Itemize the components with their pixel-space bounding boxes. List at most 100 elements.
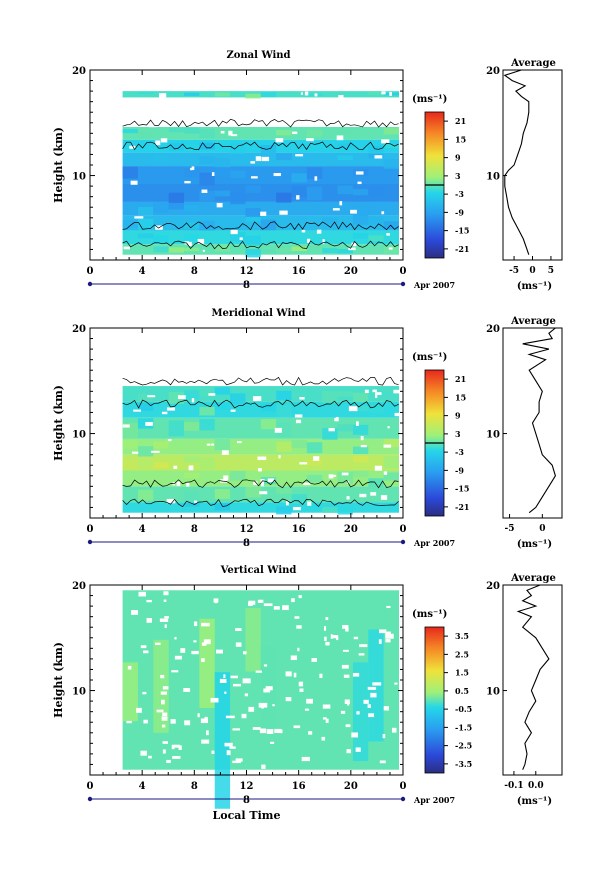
y-tick-label: 10 [72, 687, 86, 698]
data-gap [272, 704, 275, 707]
data-gap [330, 634, 333, 639]
data-gap [235, 758, 243, 762]
average-title: Average [510, 573, 556, 584]
heatmap-cell [306, 186, 323, 201]
x-tick-label: 0 [87, 524, 94, 535]
data-gap [257, 599, 264, 603]
data-gap [188, 241, 192, 247]
heatmap-cell [306, 504, 323, 511]
data-gap [360, 436, 364, 441]
data-gap [127, 665, 132, 670]
data-gap [314, 176, 318, 181]
x-tick-label: 20 [344, 266, 358, 277]
heatmap-cell [184, 127, 200, 134]
data-gap [258, 468, 262, 472]
heatmap-cell [383, 472, 399, 481]
average-profile-line [516, 584, 550, 770]
data-gap [336, 135, 344, 141]
heatmap-cell [260, 92, 277, 98]
date-label: Apr 2007 [413, 795, 455, 805]
heatmap-cell [291, 461, 307, 468]
data-gap [293, 672, 297, 678]
data-gap [388, 119, 391, 122]
data-gap [174, 636, 177, 640]
data-gap [250, 161, 256, 164]
data-gap [345, 627, 349, 632]
heatmap-cell [276, 390, 292, 401]
heatmap-cell [352, 446, 369, 455]
heatmap-cell [137, 402, 154, 411]
date-marker: 8 [243, 280, 250, 291]
data-gap [131, 610, 139, 615]
data-gap [172, 756, 181, 759]
heatmap-cell [199, 191, 215, 201]
data-gap [263, 603, 273, 607]
average-x-tick-label: -5 [509, 266, 519, 276]
heatmap-cell [137, 219, 154, 230]
data-gap [355, 747, 361, 752]
average-profile-line [503, 69, 530, 255]
data-gap [383, 444, 392, 448]
heatmap-cell [245, 216, 261, 222]
heatmap-cell [337, 506, 353, 515]
data-gap [260, 211, 267, 216]
data-gap [224, 742, 233, 747]
data-gap [331, 635, 339, 639]
data-gap [290, 655, 298, 661]
heatmap-cell [291, 494, 307, 505]
data-gap [171, 670, 179, 673]
data-gap [274, 427, 282, 433]
data-gap [230, 409, 236, 412]
colorbar-tick-label: -3.5 [455, 759, 472, 769]
heatmap-cell [306, 442, 323, 454]
heatmap-cell [184, 247, 200, 252]
colorbar-unit: (ms⁻¹) [412, 94, 447, 105]
data-gap [343, 674, 350, 678]
heatmap-cell [214, 158, 231, 168]
data-gap [193, 500, 198, 503]
data-gap [129, 145, 136, 149]
heatmap-cell [199, 618, 215, 709]
data-gap [143, 650, 149, 654]
data-gap [174, 655, 182, 660]
heatmap-cell [352, 405, 369, 412]
data-gap [388, 247, 393, 250]
heatmap-cell [214, 168, 231, 178]
heatmap-cell [214, 92, 231, 97]
heatmap [122, 91, 400, 258]
colorbar-tick-label: -21 [455, 244, 469, 254]
data-gap [383, 471, 388, 475]
data-gap [211, 172, 215, 177]
data-gap [162, 741, 168, 744]
date-bar-start [87, 796, 93, 802]
colorbar-tick-label: 15 [455, 392, 466, 402]
colorbar-tick-label: 21 [455, 374, 466, 384]
heatmap-cell [122, 662, 138, 722]
data-gap [357, 181, 362, 185]
data-gap [307, 501, 312, 506]
data-gap [257, 456, 267, 461]
data-gap [178, 745, 182, 750]
colorbar [424, 626, 445, 774]
data-gap [389, 91, 392, 96]
data-gap [303, 482, 311, 486]
data-gap [352, 672, 360, 677]
data-gap [232, 728, 241, 731]
heatmap-cell [352, 189, 369, 196]
data-gap [293, 725, 301, 729]
colorbar-tick-label: -9 [455, 465, 464, 475]
data-gap [148, 755, 152, 759]
colorbar-tick-label: -15 [455, 484, 469, 494]
data-gap [197, 238, 205, 244]
data-gap [306, 138, 314, 142]
data-gap [386, 605, 391, 609]
heatmap [122, 386, 402, 515]
data-gap [339, 201, 343, 206]
data-gap [325, 641, 330, 646]
average-y-tick-label: 10 [486, 430, 500, 441]
data-gap [266, 729, 274, 734]
x-tick-label: 0 [400, 266, 407, 277]
colorbar-tick-label: 3.5 [455, 631, 469, 641]
data-gap [188, 465, 194, 471]
heatmap-cell [153, 441, 169, 449]
